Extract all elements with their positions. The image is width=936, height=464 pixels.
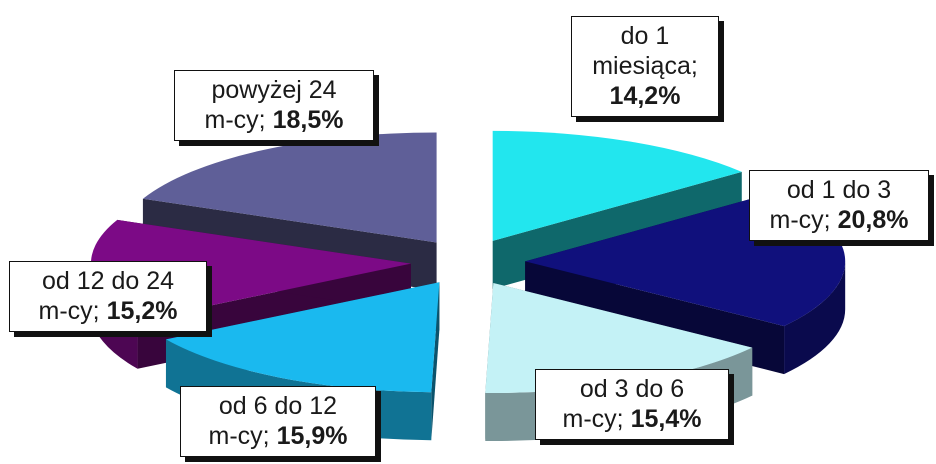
label-tail: m-cy; (38, 297, 107, 325)
label-line: powyżej 24 (211, 76, 337, 104)
pie-slice (485, 282, 753, 393)
pct-value: 15,4% (630, 405, 702, 433)
slice-rim (784, 261, 846, 375)
pct-value: 15,9% (276, 422, 348, 450)
label-od-12-do-24: od 12 do 24 m-cy; 15,2% (9, 261, 207, 332)
label-do-1-miesiaca: do 1 miesiąca; 14,2% (571, 16, 719, 117)
label-line: miesiąca; (592, 52, 698, 80)
label-od-3-do-6: od 3 do 6 m-cy; 15,4% (535, 369, 729, 440)
label-line: do 1 (620, 22, 670, 50)
label-line: od 6 do 12 (218, 392, 338, 420)
label-od-6-do-12: od 6 do 12 m-cy; 15,9% (180, 386, 376, 457)
pct-value: 20,8% (837, 206, 909, 234)
pie-slice (142, 132, 437, 243)
label-tail: m-cy; (208, 422, 277, 450)
pct-value: 15,2% (106, 297, 178, 325)
pct-value: 18,5% (272, 106, 344, 134)
pie-slice (492, 130, 742, 241)
label-line: od 12 do 24 (41, 267, 175, 295)
label-tail: m-cy; (562, 405, 631, 433)
pie-slices (90, 130, 846, 393)
label-tail: m-cy; (769, 206, 838, 234)
pie-slice (165, 282, 440, 393)
label-line: od 3 do 6 (579, 375, 685, 403)
label-tail: m-cy; (204, 106, 273, 134)
label-powyzej-24: powyżej 24 m-cy; 18,5% (174, 70, 374, 141)
label-line: od 1 do 3 (786, 176, 892, 204)
label-od-1-do-3: od 1 do 3 m-cy; 20,8% (749, 170, 929, 241)
pct-value: 14,2% (609, 82, 681, 110)
